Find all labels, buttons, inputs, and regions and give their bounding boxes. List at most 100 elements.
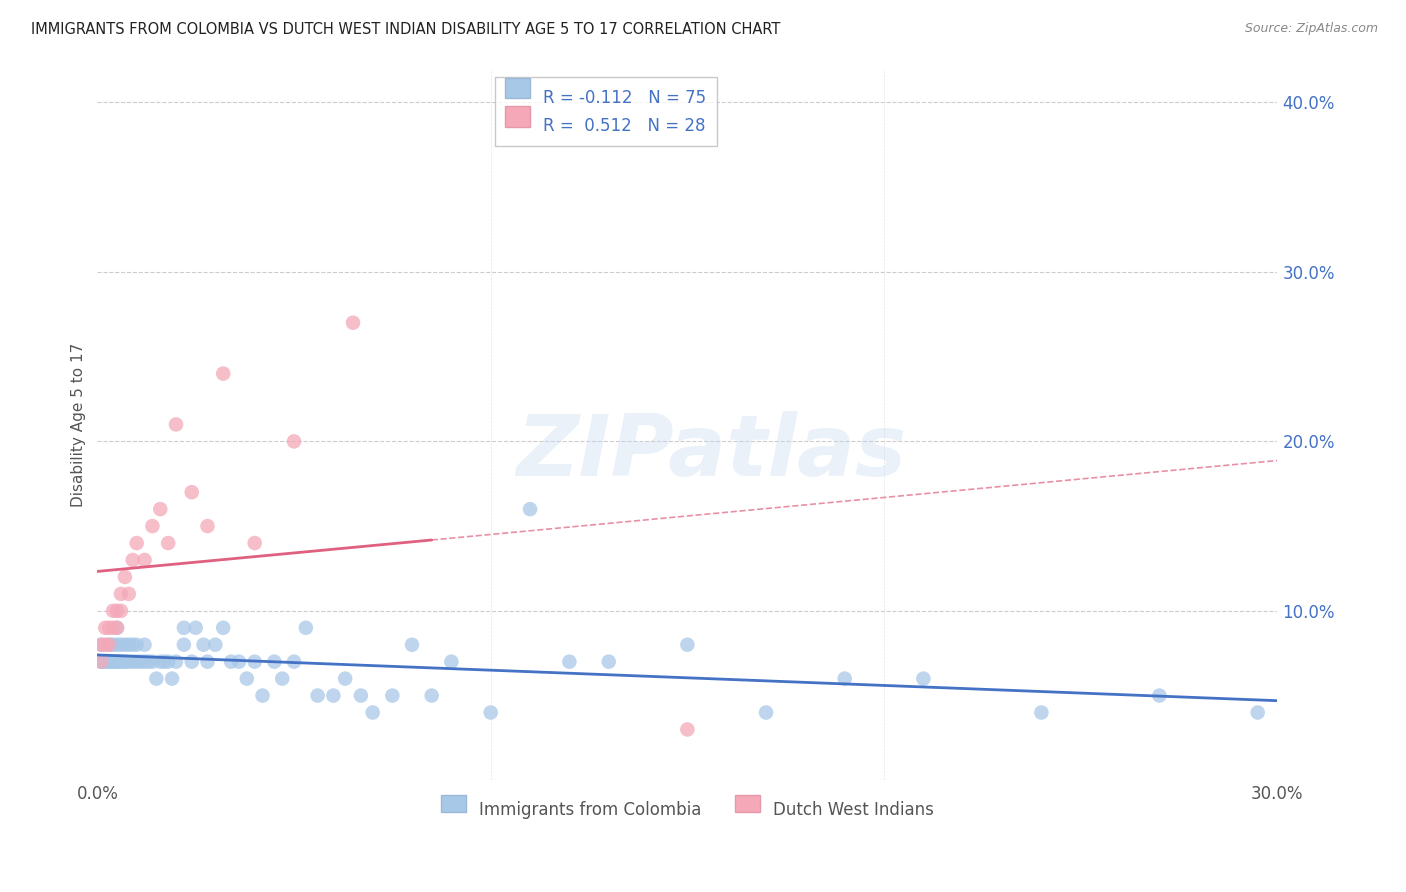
- Point: [283, 434, 305, 449]
- Point: [295, 621, 318, 635]
- Point: [110, 604, 132, 618]
- Point: [105, 655, 128, 669]
- Point: [118, 587, 141, 601]
- Point: [153, 655, 176, 669]
- Point: [141, 655, 163, 669]
- Point: [138, 655, 160, 669]
- Point: [125, 536, 148, 550]
- Point: [94, 638, 117, 652]
- Point: [271, 672, 294, 686]
- Point: [165, 655, 187, 669]
- Point: [125, 655, 148, 669]
- Point: [121, 638, 143, 652]
- Point: [197, 519, 219, 533]
- Point: [110, 655, 132, 669]
- Point: [118, 655, 141, 669]
- Point: [125, 638, 148, 652]
- Point: [149, 502, 172, 516]
- Text: IMMIGRANTS FROM COLOMBIA VS DUTCH WEST INDIAN DISABILITY AGE 5 TO 17 CORRELATION: IMMIGRANTS FROM COLOMBIA VS DUTCH WEST I…: [31, 22, 780, 37]
- Point: [110, 587, 132, 601]
- Point: [243, 655, 266, 669]
- Point: [157, 655, 180, 669]
- Point: [333, 672, 356, 686]
- Point: [440, 655, 463, 669]
- Text: ZIPatlas: ZIPatlas: [516, 411, 905, 494]
- Point: [121, 553, 143, 567]
- Point: [361, 706, 384, 720]
- Point: [101, 638, 124, 652]
- Point: [121, 655, 143, 669]
- Point: [401, 638, 423, 652]
- Point: [283, 655, 305, 669]
- Point: [252, 689, 274, 703]
- Point: [228, 655, 250, 669]
- Point: [558, 655, 581, 669]
- Point: [676, 723, 699, 737]
- Point: [197, 655, 219, 669]
- Legend: Immigrants from Colombia, Dutch West Indians: Immigrants from Colombia, Dutch West Ind…: [434, 794, 941, 825]
- Point: [193, 638, 215, 652]
- Point: [105, 621, 128, 635]
- Point: [134, 553, 156, 567]
- Point: [149, 655, 172, 669]
- Point: [94, 621, 117, 635]
- Point: [212, 621, 235, 635]
- Point: [105, 621, 128, 635]
- Point: [134, 655, 156, 669]
- Point: [118, 638, 141, 652]
- Point: [90, 655, 112, 669]
- Point: [114, 638, 136, 652]
- Point: [114, 655, 136, 669]
- Point: [94, 655, 117, 669]
- Point: [420, 689, 443, 703]
- Point: [98, 638, 121, 652]
- Point: [98, 655, 121, 669]
- Point: [94, 655, 117, 669]
- Point: [834, 672, 856, 686]
- Text: Source: ZipAtlas.com: Source: ZipAtlas.com: [1244, 22, 1378, 36]
- Point: [160, 672, 183, 686]
- Y-axis label: Disability Age 5 to 17: Disability Age 5 to 17: [72, 343, 86, 507]
- Point: [173, 621, 195, 635]
- Point: [676, 638, 699, 652]
- Point: [101, 655, 124, 669]
- Point: [180, 485, 202, 500]
- Point: [1149, 689, 1171, 703]
- Point: [101, 621, 124, 635]
- Point: [157, 536, 180, 550]
- Point: [105, 638, 128, 652]
- Point: [90, 638, 112, 652]
- Point: [141, 519, 163, 533]
- Point: [98, 638, 121, 652]
- Point: [1247, 706, 1270, 720]
- Point: [598, 655, 620, 669]
- Point: [350, 689, 373, 703]
- Point: [219, 655, 242, 669]
- Point: [134, 638, 156, 652]
- Point: [101, 604, 124, 618]
- Point: [98, 621, 121, 635]
- Point: [105, 655, 128, 669]
- Point: [307, 689, 329, 703]
- Point: [101, 655, 124, 669]
- Point: [145, 672, 167, 686]
- Point: [90, 655, 112, 669]
- Point: [90, 638, 112, 652]
- Point: [184, 621, 207, 635]
- Point: [322, 689, 344, 703]
- Point: [1031, 706, 1053, 720]
- Point: [204, 638, 226, 652]
- Point: [90, 655, 112, 669]
- Point: [114, 570, 136, 584]
- Point: [173, 638, 195, 652]
- Point: [263, 655, 285, 669]
- Point: [479, 706, 502, 720]
- Point: [165, 417, 187, 432]
- Point: [110, 655, 132, 669]
- Point: [342, 316, 364, 330]
- Point: [129, 655, 152, 669]
- Point: [114, 655, 136, 669]
- Point: [110, 638, 132, 652]
- Point: [105, 604, 128, 618]
- Point: [98, 655, 121, 669]
